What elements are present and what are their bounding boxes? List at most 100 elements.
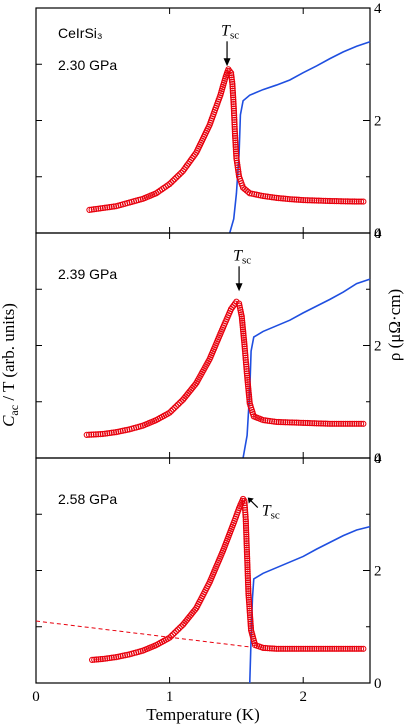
cac-point: [243, 551, 251, 558]
cac-point: [302, 645, 309, 652]
cac-point: [246, 393, 253, 401]
cac-point: [313, 420, 320, 427]
cac-point: [246, 609, 253, 616]
x-tick-label: 1: [166, 689, 174, 705]
rho-tick-label: 4: [374, 451, 382, 467]
cac-point: [168, 179, 175, 186]
cac-point: [300, 419, 307, 426]
cac-point: [324, 645, 331, 652]
cac-point: [293, 419, 300, 426]
cac-point: [271, 418, 278, 425]
cac-point: [232, 148, 240, 155]
y-axis-label-left: Cac / T (arb. units): [0, 303, 21, 427]
cac-point: [306, 197, 313, 204]
cac-point: [171, 176, 178, 183]
cac-point: [240, 328, 247, 335]
cac-point: [244, 379, 251, 386]
cac-point: [97, 656, 104, 663]
cac-point: [286, 196, 293, 203]
cac-point: [351, 420, 358, 427]
cac-point: [245, 596, 252, 603]
cac-point: [106, 204, 113, 211]
cac-point: [242, 516, 249, 523]
cac-point: [95, 656, 102, 663]
cac-point: [353, 420, 360, 427]
cac-point: [169, 406, 177, 413]
cac-point: [243, 365, 250, 373]
cac-point: [230, 107, 238, 114]
cac-point: [340, 645, 347, 652]
cac-point: [245, 581, 252, 588]
cac-point: [246, 607, 253, 614]
cac-point: [304, 197, 311, 204]
cac-point: [246, 601, 253, 608]
rho-tick-label: 2: [374, 564, 382, 580]
cac-point: [241, 347, 249, 355]
panel-2: 0 2 4 2.39 GPa Tsc: [35, 226, 382, 467]
cac-point: [353, 645, 360, 652]
panel-1: 0 2 4 2.30 GPa CeIrSi₃ Tsc: [35, 1, 382, 242]
cac-point: [171, 404, 178, 411]
cac-point: [306, 645, 313, 652]
cac-point: [320, 197, 327, 204]
cac-point: [329, 420, 336, 427]
cac-point: [346, 198, 354, 205]
cac-point: [277, 419, 285, 426]
cac-point: [90, 206, 97, 213]
cac-point: [297, 419, 305, 426]
cac-point: [295, 645, 302, 652]
cac-point: [326, 645, 334, 652]
cac-point: [227, 69, 235, 77]
cac-point: [246, 611, 254, 619]
cac-point: [337, 420, 345, 427]
cac-point: [300, 645, 307, 652]
cac-point: [342, 645, 349, 652]
cac-point: [324, 197, 331, 205]
rho-tick-label: 0: [374, 226, 382, 242]
cac-point: [230, 105, 237, 112]
cac-point: [244, 568, 251, 575]
cac-point: [247, 618, 254, 625]
cac-point: [241, 341, 248, 348]
cac-point: [271, 645, 278, 652]
cac-point: [93, 656, 100, 663]
cac-point: [244, 555, 251, 562]
cac-point: [346, 420, 354, 427]
cac-point: [320, 645, 327, 652]
cac-point: [89, 656, 96, 664]
cac-point: [273, 194, 280, 201]
cac-point: [244, 570, 251, 577]
cac-point: [320, 420, 327, 427]
cac-point: [231, 114, 238, 121]
cac-point: [284, 645, 291, 652]
cac-point: [231, 125, 238, 133]
cac-point: [171, 629, 178, 636]
cac-point: [304, 419, 311, 427]
cac-point: [333, 645, 340, 652]
cac-point: [97, 431, 104, 438]
cac-point: [230, 96, 237, 103]
cac-point: [340, 420, 347, 427]
cac-point: [244, 566, 251, 573]
cac-point: [106, 654, 113, 662]
cac-point: [233, 150, 240, 157]
cac-point: [277, 195, 285, 202]
cac-point: [331, 645, 338, 652]
cac-point: [243, 370, 250, 377]
cac-point: [245, 387, 252, 394]
cac-point: [245, 585, 252, 593]
rho-tick-label: 4: [374, 226, 382, 242]
cac-point: [246, 396, 253, 403]
cac-point: [104, 655, 111, 662]
cac-point: [239, 321, 246, 329]
cac-point: [346, 645, 354, 652]
cac-point: [268, 418, 276, 425]
cac-point: [242, 509, 249, 516]
cac-point: [302, 197, 309, 204]
cac-point: [288, 196, 296, 203]
cac-point: [344, 198, 351, 205]
cac-point: [245, 590, 252, 597]
cac-point: [233, 159, 241, 166]
cac-point: [309, 420, 316, 427]
cac-point: [242, 511, 249, 518]
